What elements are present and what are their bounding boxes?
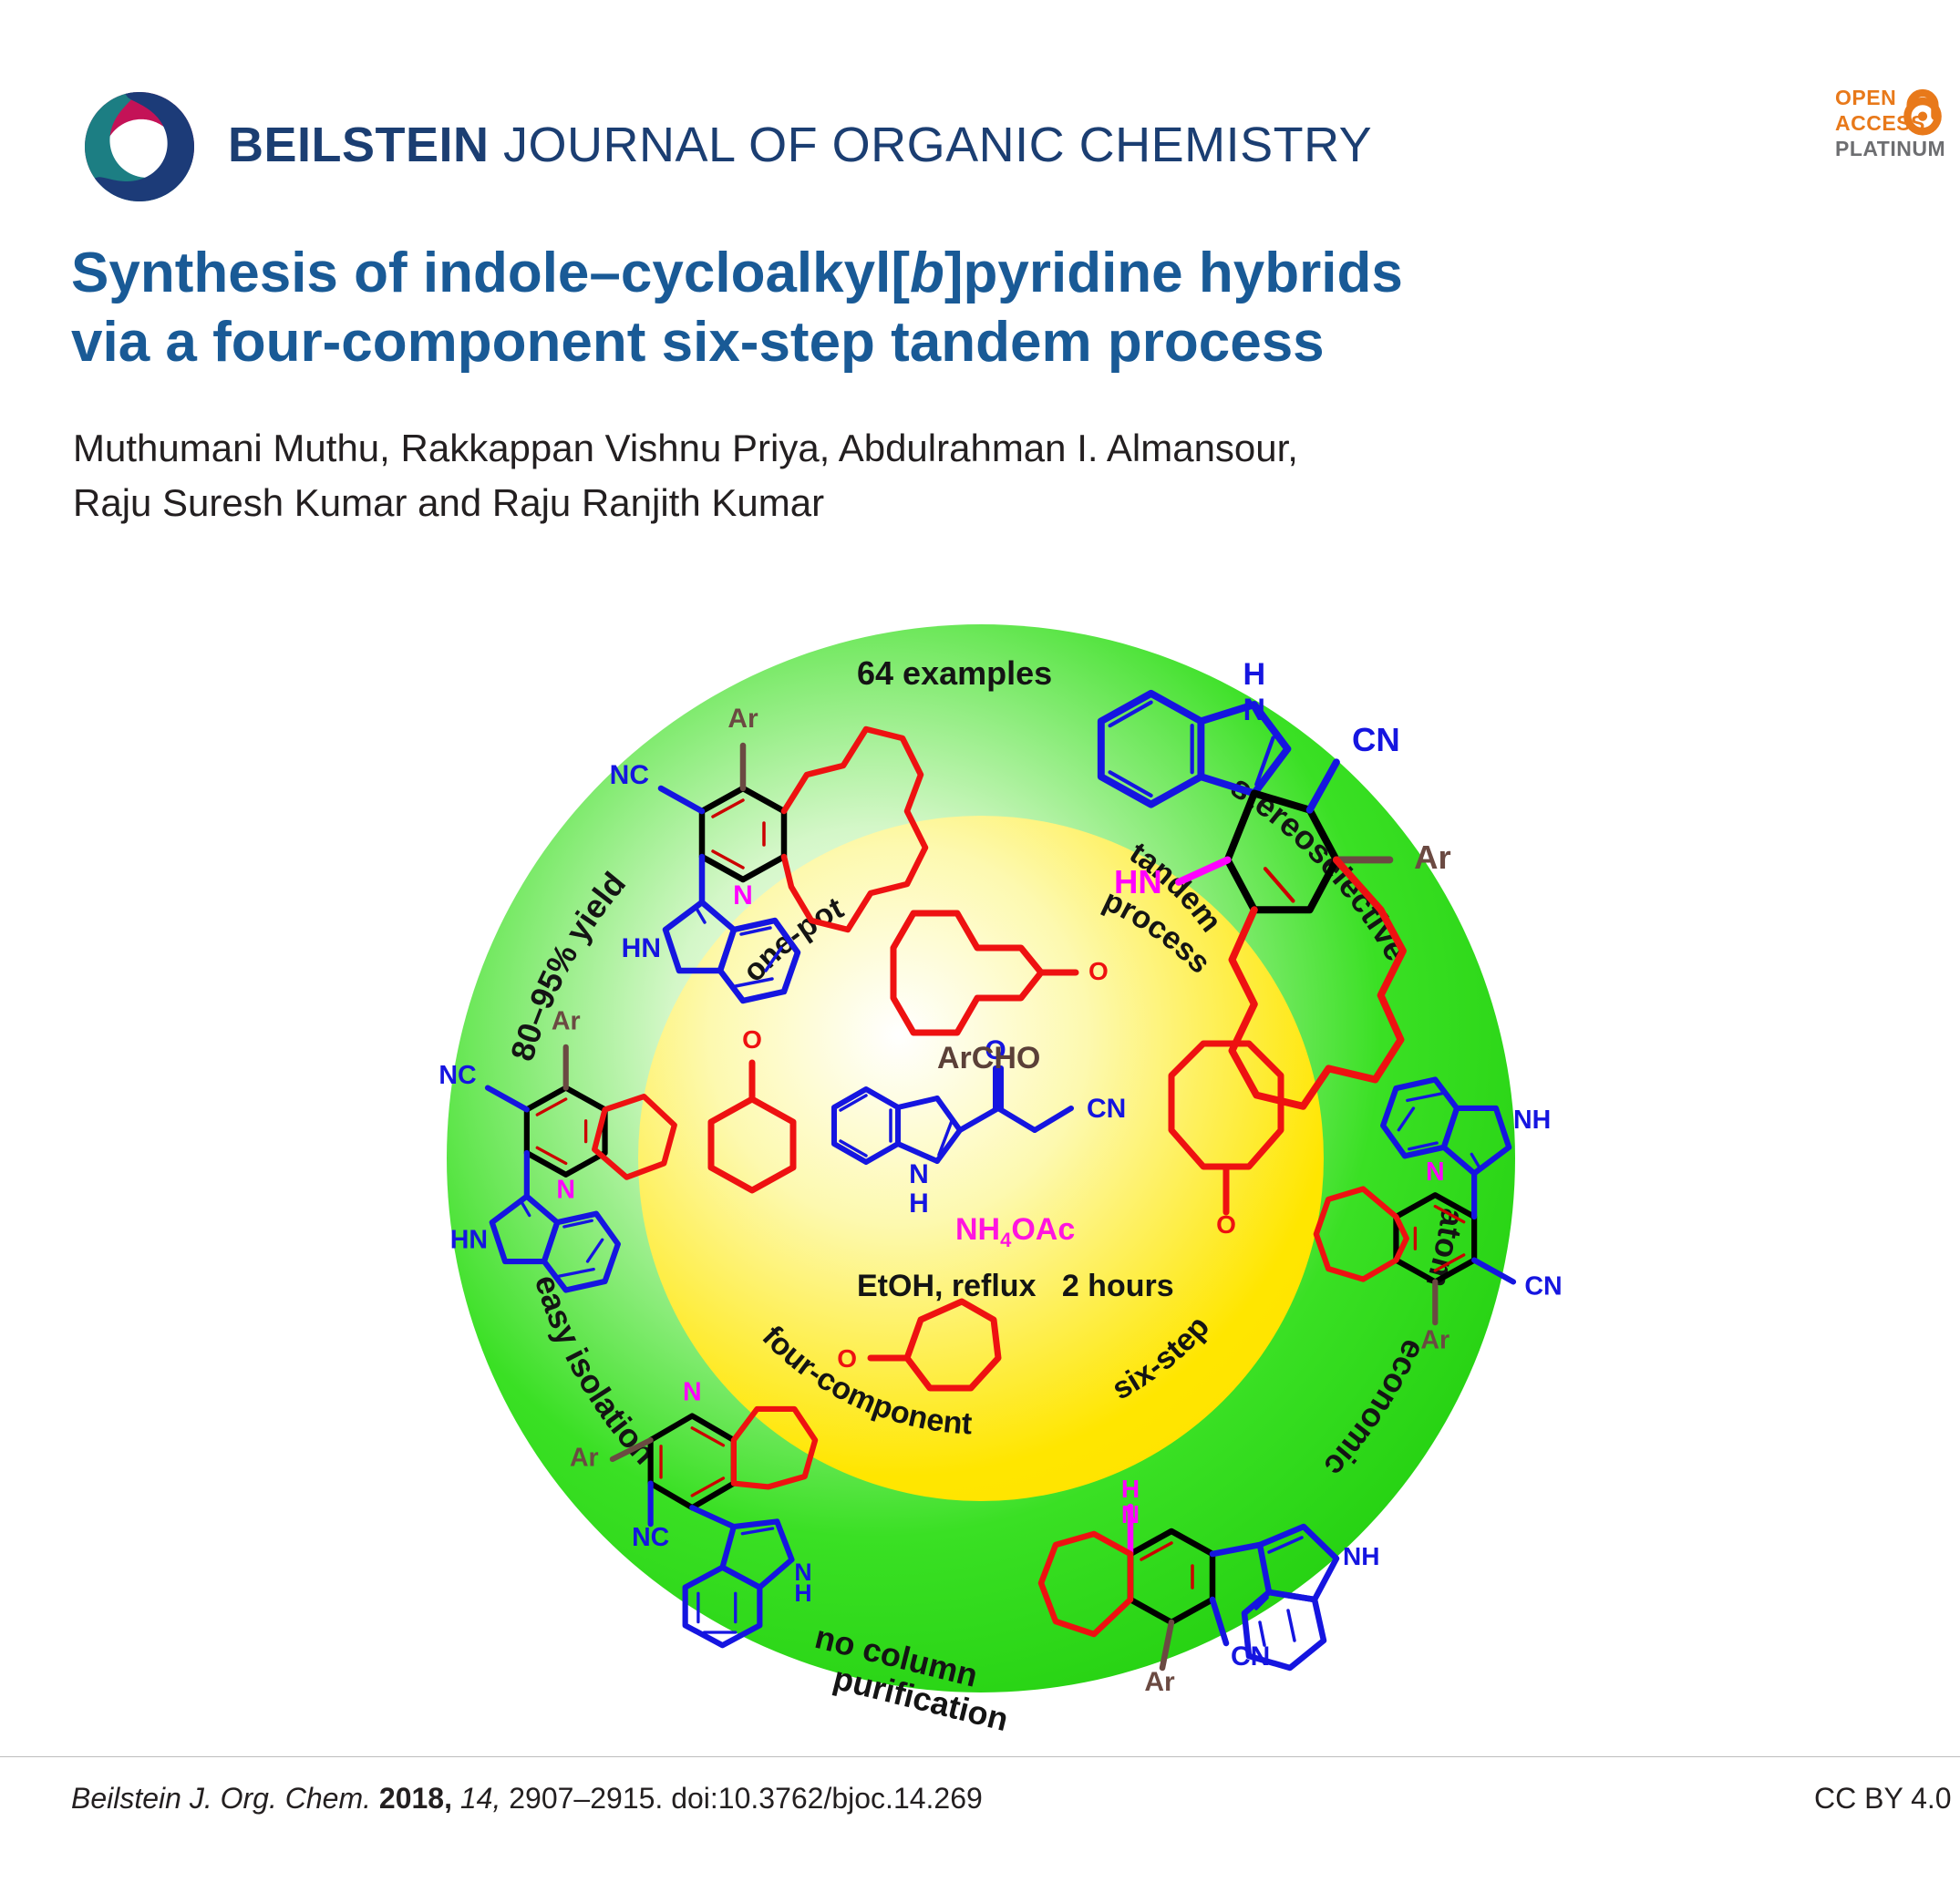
svg-text:CN: CN [1524,1272,1562,1301]
svg-text:H: H [1243,657,1266,692]
svg-text:NC: NC [632,1523,669,1552]
svg-text:NC: NC [438,1061,476,1090]
svg-text:CN: CN [1231,1641,1270,1672]
svg-text:N: N [1243,693,1266,727]
svg-text:Ar: Ar [552,1007,581,1036]
svg-text:Ar: Ar [1414,838,1451,876]
svg-text:N: N [1121,1500,1140,1528]
svg-text:HN: HN [1114,863,1162,900]
svg-text:H: H [794,1579,811,1607]
svg-text:Ar: Ar [1420,1326,1449,1355]
svg-text:Ar: Ar [1144,1667,1175,1697]
svg-text:HN: HN [622,933,661,963]
svg-text:N: N [683,1377,702,1406]
svg-text:Ar: Ar [727,704,758,734]
svg-text:N: N [556,1176,575,1205]
svg-text:N: N [733,880,753,910]
svg-text:Ar: Ar [570,1444,599,1473]
svg-text:NH: NH [1513,1106,1551,1135]
svg-text:NC: NC [610,760,649,790]
svg-text:NH: NH [1343,1542,1379,1570]
svg-text:H: H [1121,1475,1140,1503]
svg-text:HN: HN [450,1226,488,1255]
svg-text:CN: CN [1352,721,1400,758]
svg-text:N: N [1426,1157,1445,1187]
